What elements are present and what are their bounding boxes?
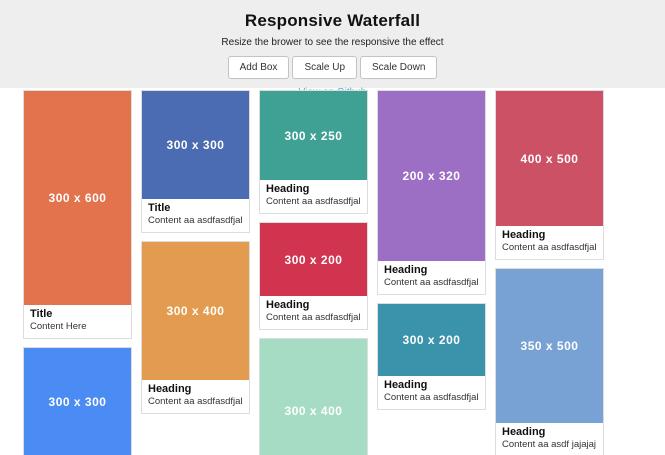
caption-heading: Heading [502,229,546,241]
waterfall-card: 300 x 250 Heading Content aa asdfasdfjal [259,90,368,214]
caption-content: Content aa asdfasdfjal [384,392,479,403]
waterfall-card: 300 x 400 [259,338,368,455]
color-box: 300 x 200 [260,223,367,296]
box-size-label: 300 x 200 [284,252,343,267]
color-box: 400 x 500 [496,91,603,226]
page-title: Responsive Waterfall [244,11,421,30]
caption-heading: Heading [384,379,428,391]
color-box: 300 x 300 [24,348,131,455]
box-size-label: 300 x 600 [48,191,107,205]
card-caption: Title Content aa asdfasdfjal [142,199,249,232]
waterfall-card: 300 x 400 Heading Content aa asdfasdfjal [141,241,250,414]
box-size-label: 300 x 250 [284,128,343,143]
waterfall-card: 300 x 200 Heading Content aa asdfasdfjal [259,222,368,330]
card-caption: Heading Content aa asdfasdfjal [142,380,249,413]
color-box: 200 x 320 [378,91,485,261]
waterfall-card: 350 x 500 Heading Content aa asdf jajaja… [495,268,604,455]
box-size-label: 300 x 400 [284,404,343,418]
box-size-label: 300 x 300 [166,138,225,152]
color-box: 300 x 300 [142,91,249,199]
caption-heading: Heading [148,383,192,395]
caption-heading: Heading [502,426,546,438]
box-size-label: 200 x 320 [402,169,461,183]
caption-content: Content aa asdfasdfjal [384,277,479,288]
box-size-label: 300 x 300 [48,395,107,409]
caption-heading: Heading [266,299,310,311]
color-box: 300 x 200 [378,304,485,376]
card-caption: Heading Content aa asdfasdfjal [260,180,367,213]
waterfall-card: 300 x 600 Title Content Here [23,90,132,339]
waterfall-column-3: 300 x 250 Heading Content aa asdfasdfjal… [259,90,368,455]
waterfall-card: 200 x 320 Heading Content aa asdfasdfjal [377,90,486,295]
color-box: 300 x 400 [260,339,367,455]
caption-content: Content aa asdfasdfjal [266,312,361,323]
page-header: Responsive Waterfall Resize the brower t… [0,0,665,98]
waterfall-card: 300 x 300 Title Content aa asdfasdfjal [141,90,250,233]
box-size-label: 300 x 200 [402,333,461,347]
waterfall-card: 300 x 200 Heading Content aa asdfasdfjal [377,303,486,410]
card-caption: Heading Content aa asdfasdfjal [496,226,603,259]
waterfall-card: 400 x 500 Heading Content aa asdfasdfjal [495,90,604,260]
caption-heading: Heading [266,183,310,195]
card-caption: Title Content Here [24,305,131,338]
color-box: 300 x 600 [24,91,131,305]
box-size-label: 300 x 400 [166,304,225,318]
caption-content: Content aa asdfasdfjal [148,396,243,407]
caption-content: Content aa asdfasdfjal [266,196,361,207]
color-box: 350 x 500 [496,269,603,423]
caption-content: Content aa asdf jajajaj [502,439,597,450]
color-box: 300 x 250 [260,91,367,180]
caption-content: Content aa asdfasdfjal [148,215,243,226]
caption-content: Content Here [30,321,87,332]
scale-down-button[interactable]: Scale Down [360,56,438,79]
box-size-label: 350 x 500 [520,339,579,353]
card-caption: Heading Content aa asdfasdfjal [260,296,367,329]
caption-heading: Title [148,202,171,214]
box-size-label: 400 x 500 [520,151,579,166]
header-button-row: Add Box Scale Up Scale Down [0,56,665,79]
waterfall-column-5: 400 x 500 Heading Content aa asdfasdfjal… [495,90,604,455]
caption-heading: Title [30,308,53,320]
card-caption: Heading Content aa asdf jajajaj [496,423,603,455]
waterfall-card: 300 x 300 Heading [23,347,132,455]
waterfall-grid: 300 x 600 Title Content Here 300 x 300 H… [0,90,665,455]
add-box-button[interactable]: Add Box [227,56,290,79]
scale-up-button[interactable]: Scale Up [292,56,358,79]
waterfall-column-4: 200 x 320 Heading Content aa asdfasdfjal… [377,90,486,418]
caption-content: Content aa asdfasdfjal [502,242,597,253]
color-box: 300 x 400 [142,242,249,380]
card-caption: Heading Content aa asdfasdfjal [378,376,485,409]
waterfall-column-1: 300 x 600 Title Content Here 300 x 300 H… [23,90,132,455]
caption-heading: Heading [384,264,428,276]
page-subtitle: Resize the brower to see the responsive … [221,37,444,48]
waterfall-column-2: 300 x 300 Title Content aa asdfasdfjal 3… [141,90,250,422]
card-caption: Heading Content aa asdfasdfjal [378,261,485,294]
